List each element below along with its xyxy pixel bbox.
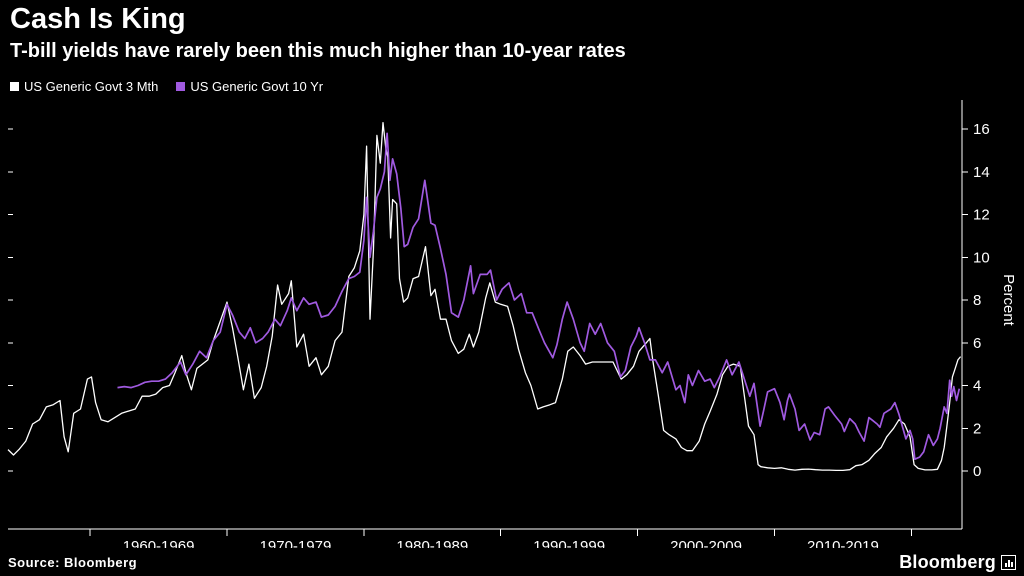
legend-item-10yr: US Generic Govt 10 Yr xyxy=(176,79,323,94)
x-tick-label: 1980-1989 xyxy=(396,538,468,548)
y-tick-label: 10 xyxy=(973,249,990,266)
legend-label-10yr: US Generic Govt 10 Yr xyxy=(190,79,324,94)
y-tick-label: 16 xyxy=(973,121,990,138)
y-tick-label: 4 xyxy=(973,378,981,395)
chart-title: Cash Is King xyxy=(10,3,186,35)
y-axis-title: Percent xyxy=(1000,274,1017,327)
legend-item-3mth: US Generic Govt 3 Mth xyxy=(10,79,158,94)
y-tick-label: 8 xyxy=(973,292,981,309)
y-tick-label: 12 xyxy=(973,207,990,224)
x-tick-label: 1960-1969 xyxy=(123,538,195,548)
x-tick-label: 2010-2019 xyxy=(807,538,879,548)
chart-subtitle: T-bill yields have rarely been this much… xyxy=(10,40,626,62)
legend-swatch-10yr xyxy=(176,82,186,91)
chart-header: Cash Is King T-bill yields have rarely b… xyxy=(10,2,1014,64)
bloomberg-wordmark: Bloomberg xyxy=(899,551,996,572)
series-line-10yr xyxy=(117,132,961,461)
x-tick-label: 1990-1999 xyxy=(533,538,605,548)
x-tick-label: 1970-1979 xyxy=(260,538,332,548)
x-tick-label: 2000-2009 xyxy=(670,538,742,548)
chart-canvas: 0 2 4 6 8 10 12 14 16 Percent 1960-1969 1970-1979 19… xyxy=(7,100,1017,555)
chart-area: 0 2 4 6 8 10 12 14 16 Percent 1960-1969 1970-1979 19… xyxy=(0,96,1024,555)
y-tick-label: 0 xyxy=(973,463,981,480)
bloomberg-terminal-icon xyxy=(1001,554,1016,570)
bloomberg-brand: Bloomberg xyxy=(899,552,1016,573)
legend-swatch-3mth xyxy=(10,82,19,91)
legend: US Generic Govt 3 Mth US Generic Govt 10… xyxy=(10,79,323,94)
source-label: Source: Bloomberg xyxy=(8,554,138,570)
y-tick-label: 2 xyxy=(973,420,981,437)
legend-label-3mth: US Generic Govt 3 Mth xyxy=(24,79,159,94)
y-tick-label: 6 xyxy=(973,335,981,352)
series-line-3mth xyxy=(7,121,962,472)
y-tick-label: 14 xyxy=(973,164,990,181)
footer-bar: Source: Bloomberg Bloomberg xyxy=(0,548,1024,576)
